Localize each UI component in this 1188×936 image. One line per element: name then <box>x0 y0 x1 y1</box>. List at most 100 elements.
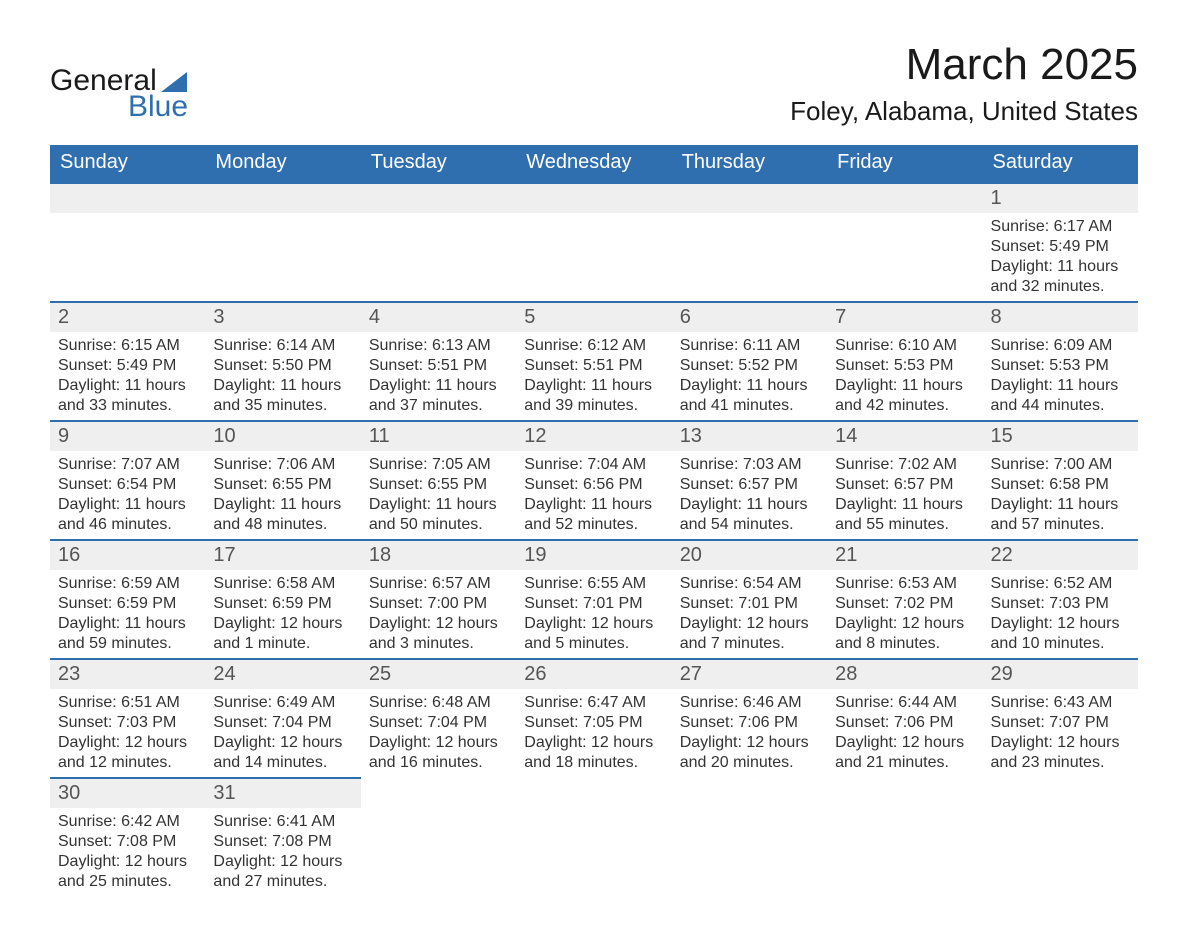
day-number-cell <box>361 778 516 808</box>
daylight2-text: and 54 minutes. <box>680 515 819 535</box>
daylight1-text: Daylight: 11 hours <box>835 495 974 515</box>
weekday-header-row: Sunday Monday Tuesday Wednesday Thursday… <box>50 145 1138 183</box>
day-number-cell: 22 <box>983 540 1138 570</box>
day-number-cell: 16 <box>50 540 205 570</box>
daylight1-text: Daylight: 12 hours <box>524 733 663 753</box>
sunset-text: Sunset: 5:53 PM <box>991 356 1130 376</box>
day-detail-cell: Sunrise: 6:09 AMSunset: 5:53 PMDaylight:… <box>983 332 1138 421</box>
day-detail-cell: Sunrise: 6:44 AMSunset: 7:06 PMDaylight:… <box>827 689 982 778</box>
day-detail-cell: Sunrise: 6:11 AMSunset: 5:52 PMDaylight:… <box>672 332 827 421</box>
sunrise-text: Sunrise: 6:58 AM <box>213 574 352 594</box>
daylight2-text: and 59 minutes. <box>58 634 197 654</box>
daylight2-text: and 35 minutes. <box>213 396 352 416</box>
sunset-text: Sunset: 7:06 PM <box>835 713 974 733</box>
detail-row: Sunrise: 6:15 AMSunset: 5:49 PMDaylight:… <box>50 332 1138 421</box>
daylight1-text: Daylight: 11 hours <box>213 495 352 515</box>
day-number-cell <box>205 183 360 213</box>
sunrise-text: Sunrise: 6:55 AM <box>524 574 663 594</box>
day-number-cell <box>827 778 982 808</box>
daylight2-text: and 55 minutes. <box>835 515 974 535</box>
day-detail-cell <box>827 213 982 302</box>
detail-row: Sunrise: 6:17 AMSunset: 5:49 PMDaylight:… <box>50 213 1138 302</box>
sunrise-text: Sunrise: 6:09 AM <box>991 336 1130 356</box>
day-detail-cell: Sunrise: 6:57 AMSunset: 7:00 PMDaylight:… <box>361 570 516 659</box>
day-detail-cell <box>516 808 671 896</box>
day-number-cell: 3 <box>205 302 360 332</box>
sunrise-text: Sunrise: 7:04 AM <box>524 455 663 475</box>
day-detail-cell: Sunrise: 6:12 AMSunset: 5:51 PMDaylight:… <box>516 332 671 421</box>
daylight1-text: Daylight: 11 hours <box>524 376 663 396</box>
sunrise-text: Sunrise: 7:02 AM <box>835 455 974 475</box>
daylight2-text: and 12 minutes. <box>58 753 197 773</box>
sunrise-text: Sunrise: 7:07 AM <box>58 455 197 475</box>
daylight1-text: Daylight: 12 hours <box>991 733 1130 753</box>
sunrise-text: Sunrise: 7:05 AM <box>369 455 508 475</box>
sunrise-text: Sunrise: 7:00 AM <box>991 455 1130 475</box>
day-detail-cell: Sunrise: 6:47 AMSunset: 7:05 PMDaylight:… <box>516 689 671 778</box>
sunset-text: Sunset: 7:08 PM <box>213 832 352 852</box>
sunrise-text: Sunrise: 6:41 AM <box>213 812 352 832</box>
day-number-cell: 12 <box>516 421 671 451</box>
weekday-header: Sunday <box>50 145 205 183</box>
daylight1-text: Daylight: 11 hours <box>991 376 1130 396</box>
day-number-cell <box>50 183 205 213</box>
daylight1-text: Daylight: 11 hours <box>680 495 819 515</box>
sunset-text: Sunset: 6:59 PM <box>58 594 197 614</box>
sunset-text: Sunset: 7:03 PM <box>991 594 1130 614</box>
sunrise-text: Sunrise: 6:42 AM <box>58 812 197 832</box>
sunrise-text: Sunrise: 6:53 AM <box>835 574 974 594</box>
day-number-cell: 24 <box>205 659 360 689</box>
daylight1-text: Daylight: 12 hours <box>991 614 1130 634</box>
sunrise-text: Sunrise: 6:12 AM <box>524 336 663 356</box>
daylight2-text: and 3 minutes. <box>369 634 508 654</box>
day-number-cell: 20 <box>672 540 827 570</box>
sunrise-text: Sunrise: 6:10 AM <box>835 336 974 356</box>
day-number-cell: 11 <box>361 421 516 451</box>
daylight2-text: and 33 minutes. <box>58 396 197 416</box>
day-detail-cell: Sunrise: 6:42 AMSunset: 7:08 PMDaylight:… <box>50 808 205 896</box>
sunset-text: Sunset: 7:06 PM <box>680 713 819 733</box>
calendar-body: 1 Sunrise: 6:17 AMSunset: 5:49 PMDayligh… <box>50 183 1138 896</box>
sunrise-text: Sunrise: 6:13 AM <box>369 336 508 356</box>
sunrise-text: Sunrise: 6:59 AM <box>58 574 197 594</box>
day-number-cell: 6 <box>672 302 827 332</box>
day-number-cell <box>983 778 1138 808</box>
calendar-table: Sunday Monday Tuesday Wednesday Thursday… <box>50 145 1138 896</box>
daylight1-text: Daylight: 12 hours <box>680 733 819 753</box>
day-number-cell: 5 <box>516 302 671 332</box>
daylight1-text: Daylight: 12 hours <box>58 852 197 872</box>
daynum-row: 2345678 <box>50 302 1138 332</box>
day-number-cell <box>516 778 671 808</box>
daynum-row: 16171819202122 <box>50 540 1138 570</box>
daylight2-text: and 25 minutes. <box>58 872 197 892</box>
daynum-row: 23242526272829 <box>50 659 1138 689</box>
daylight2-text: and 46 minutes. <box>58 515 197 535</box>
day-detail-cell: Sunrise: 6:43 AMSunset: 7:07 PMDaylight:… <box>983 689 1138 778</box>
day-number-cell: 18 <box>361 540 516 570</box>
daylight2-text: and 42 minutes. <box>835 396 974 416</box>
day-detail-cell <box>361 808 516 896</box>
day-number-cell: 30 <box>50 778 205 808</box>
sunset-text: Sunset: 6:59 PM <box>213 594 352 614</box>
daylight1-text: Daylight: 12 hours <box>680 614 819 634</box>
day-number-cell: 2 <box>50 302 205 332</box>
daylight1-text: Daylight: 12 hours <box>58 733 197 753</box>
daylight1-text: Daylight: 12 hours <box>369 614 508 634</box>
day-number-cell: 28 <box>827 659 982 689</box>
day-detail-cell: Sunrise: 6:13 AMSunset: 5:51 PMDaylight:… <box>361 332 516 421</box>
day-number-cell: 15 <box>983 421 1138 451</box>
sunrise-text: Sunrise: 6:48 AM <box>369 693 508 713</box>
sunrise-text: Sunrise: 6:14 AM <box>213 336 352 356</box>
daylight1-text: Daylight: 11 hours <box>835 376 974 396</box>
weekday-header: Friday <box>827 145 982 183</box>
sunset-text: Sunset: 5:53 PM <box>835 356 974 376</box>
day-detail-cell: Sunrise: 6:15 AMSunset: 5:49 PMDaylight:… <box>50 332 205 421</box>
day-detail-cell: Sunrise: 6:48 AMSunset: 7:04 PMDaylight:… <box>361 689 516 778</box>
page-header: General Blue March 2025 Foley, Alabama, … <box>50 40 1138 127</box>
title-block: March 2025 Foley, Alabama, United States <box>790 40 1138 127</box>
sunset-text: Sunset: 5:51 PM <box>369 356 508 376</box>
sunset-text: Sunset: 5:50 PM <box>213 356 352 376</box>
day-number-cell: 17 <box>205 540 360 570</box>
daylight1-text: Daylight: 12 hours <box>213 733 352 753</box>
brand-sail-icon <box>161 70 195 92</box>
